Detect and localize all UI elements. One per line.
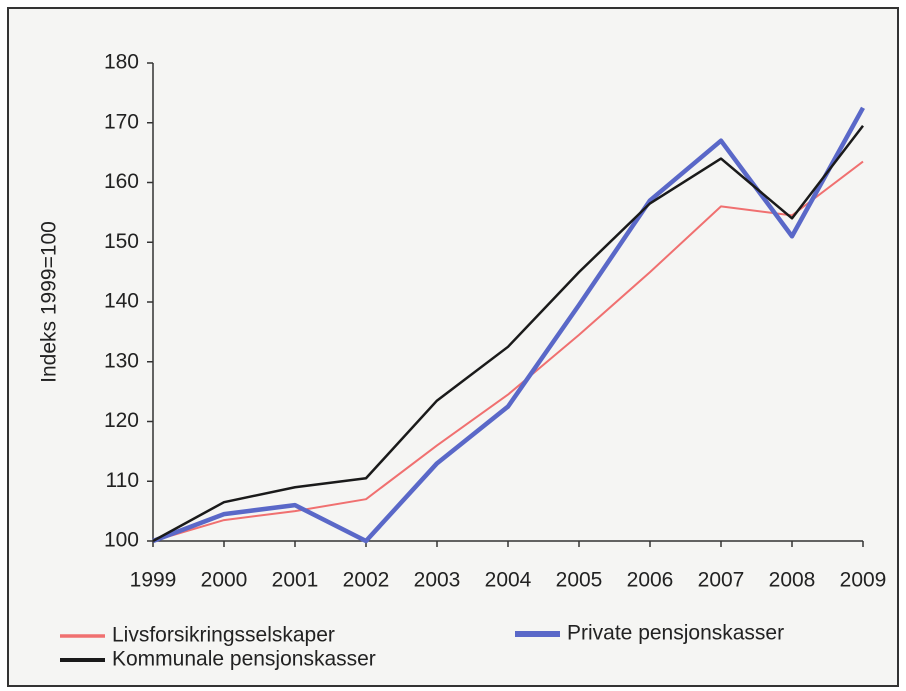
series-line bbox=[152, 124, 864, 543]
legend-label: Livsforsikringsselskaper bbox=[112, 624, 335, 647]
x-tick-label: 2009 bbox=[840, 569, 887, 592]
x-tick-label: 2007 bbox=[698, 569, 745, 592]
y-tick-label: 180 bbox=[104, 51, 139, 74]
legend-label: Private pensjonskasser bbox=[567, 622, 784, 645]
y-tick-label: 130 bbox=[104, 349, 139, 372]
series-line bbox=[152, 160, 864, 542]
y-tick-label: 150 bbox=[104, 230, 139, 253]
series-line bbox=[152, 106, 865, 544]
x-tick-label: 2003 bbox=[414, 569, 461, 592]
x-tick-label: 2005 bbox=[556, 569, 603, 592]
x-tick-label: 2006 bbox=[627, 569, 674, 592]
x-tick-label: 1999 bbox=[130, 569, 177, 592]
x-tick-label: 2008 bbox=[769, 569, 816, 592]
x-tick-label: 2000 bbox=[201, 569, 248, 592]
legend-label: Kommunale pensjonskasser bbox=[112, 648, 376, 671]
x-tick-label: 2002 bbox=[343, 569, 390, 592]
y-tick-label: 110 bbox=[106, 469, 139, 492]
y-tick-label: 170 bbox=[104, 110, 139, 133]
y-tick-label: 160 bbox=[104, 170, 139, 193]
y-tick-label: 100 bbox=[104, 529, 139, 552]
frame bbox=[7, 7, 899, 687]
x-tick-label: 2004 bbox=[485, 569, 532, 592]
y-tick-label: 120 bbox=[104, 409, 139, 432]
y-axis-label: Indeks 1999=100 bbox=[38, 221, 61, 383]
x-tick-label: 2001 bbox=[272, 569, 319, 592]
y-tick-label: 140 bbox=[104, 290, 139, 313]
